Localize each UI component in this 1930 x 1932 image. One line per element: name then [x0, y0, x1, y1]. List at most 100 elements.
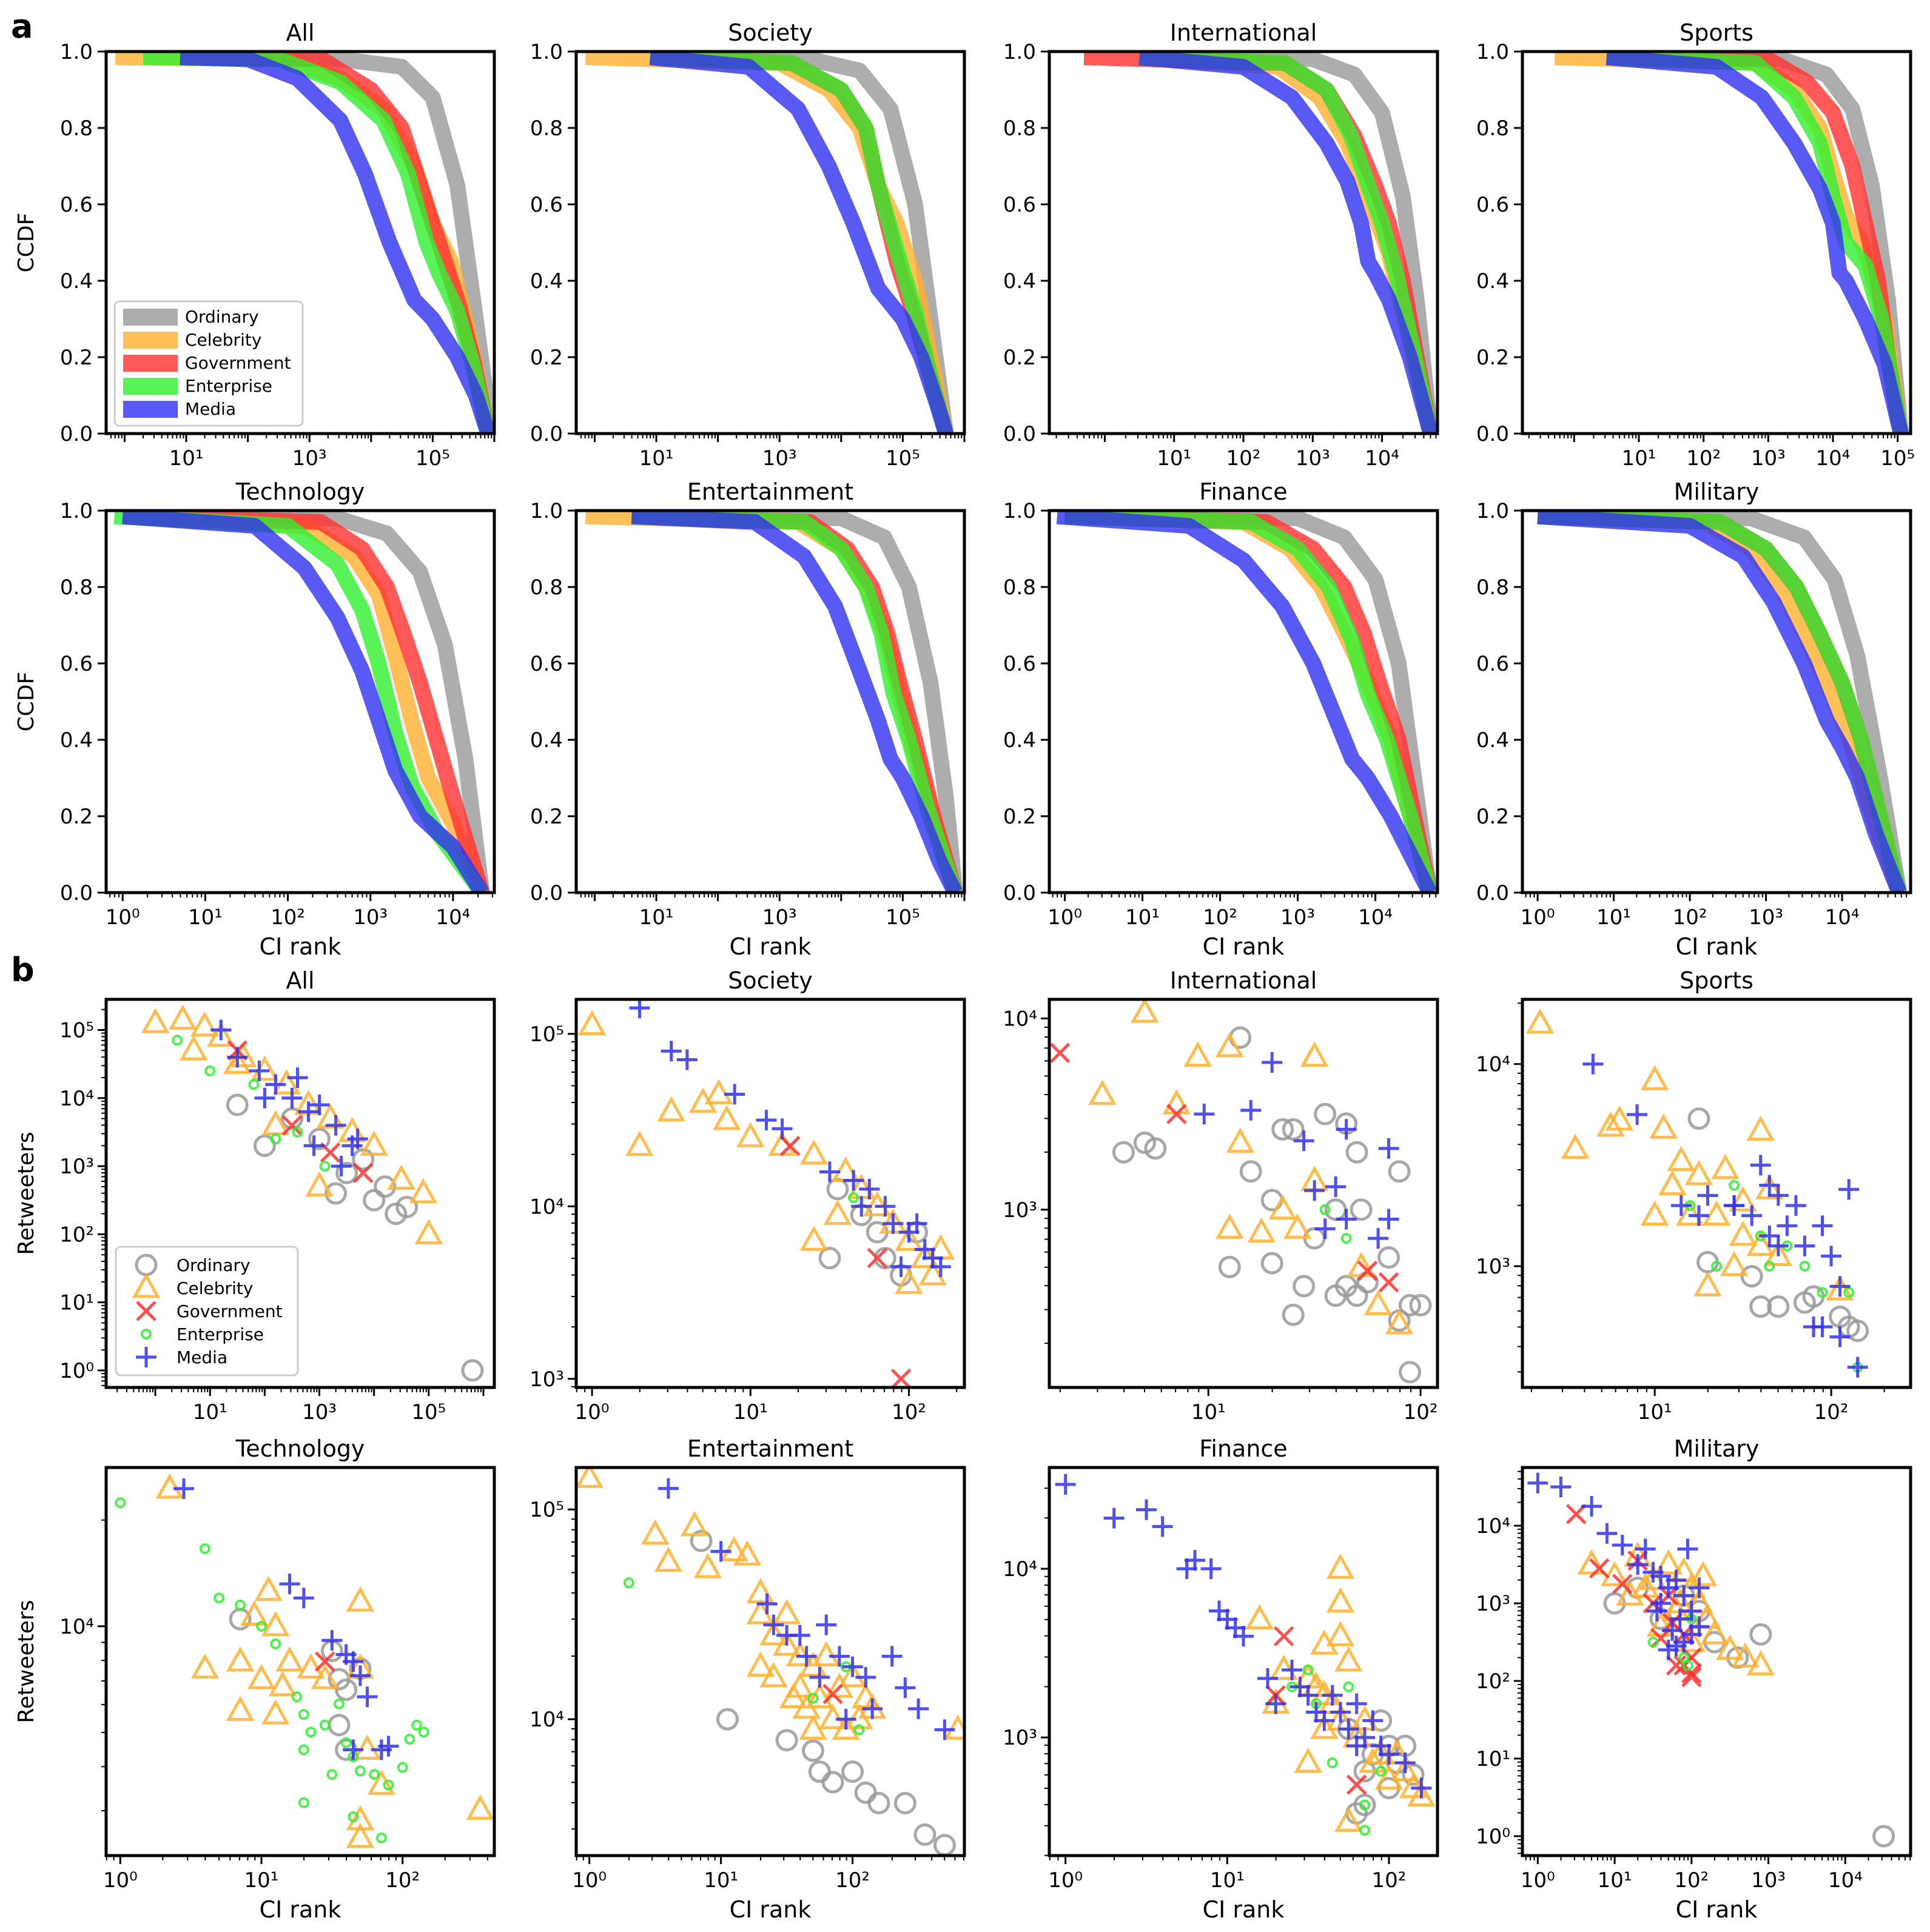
- point-ordinary: [826, 1178, 849, 1201]
- legend-swatch-enterprise: [123, 378, 178, 395]
- point-media: [1767, 1235, 1789, 1256]
- y-tick-label: 0.0: [60, 422, 93, 446]
- series-layer: [115, 52, 494, 434]
- point-media: [279, 1574, 300, 1594]
- point-ordinary: [1350, 1198, 1373, 1221]
- point-ordinary: [352, 1148, 375, 1171]
- point-media: [859, 1178, 880, 1199]
- x-tick-label: 10²: [1372, 1868, 1407, 1893]
- point-media: [1803, 1317, 1824, 1337]
- point-celebrity: [1359, 1747, 1387, 1773]
- ccdf-line-media: [122, 511, 489, 893]
- point-celebrity: [1391, 1756, 1419, 1782]
- y-tick-label: 0.2: [60, 346, 93, 370]
- ccdf-line-media: [1606, 52, 1909, 434]
- y-tick-label: 0.6: [60, 193, 93, 217]
- point-media: [1821, 1246, 1842, 1267]
- y-tick-label: 0.2: [1476, 346, 1509, 370]
- point-enterprise: [1729, 1179, 1740, 1191]
- point-ordinary: [324, 1182, 348, 1205]
- x-tick-label: 10¹: [704, 1868, 738, 1893]
- ccdf-line-media: [1056, 511, 1437, 893]
- point-celebrity: [275, 1646, 304, 1672]
- scatter-subplot-international: International 10³ 10⁴ 10¹ 10²: [1003, 967, 1439, 1424]
- point-enterprise: [319, 1161, 331, 1172]
- legend-label-enterprise: Enterprise: [177, 1324, 264, 1344]
- point-media: [1378, 1209, 1399, 1230]
- point-enterprise: [1682, 1660, 1693, 1671]
- point-media: [1673, 1585, 1695, 1606]
- y-tick-label: 0.2: [1003, 805, 1036, 829]
- point-government: [1650, 1628, 1671, 1649]
- point-media: [1767, 1185, 1789, 1206]
- y-tick-label: 1.0: [530, 499, 563, 523]
- point-celebrity: [1640, 1065, 1669, 1090]
- point-media: [1750, 1155, 1771, 1176]
- point-enterprise: [1302, 1664, 1314, 1675]
- point-enterprise: [1359, 1825, 1370, 1836]
- y-tick-label: 0.4: [1003, 269, 1036, 293]
- point-media: [1741, 1205, 1763, 1226]
- point-celebrity: [1367, 1739, 1395, 1765]
- point-media: [1838, 1179, 1860, 1200]
- point-enterprise: [354, 1765, 366, 1777]
- point-celebrity: [1746, 1650, 1775, 1675]
- legend-label-government: Government: [177, 1301, 283, 1321]
- point-media: [1681, 1624, 1702, 1645]
- x-tick-label: 10¹: [169, 446, 204, 471]
- point-ordinary: [1409, 1293, 1432, 1317]
- point-media: [908, 1698, 929, 1719]
- x-tick-label: 10³: [1751, 446, 1786, 471]
- x-axis-label: CI rank: [730, 933, 812, 960]
- point-celebrity: [1640, 1200, 1669, 1226]
- point-enterprise: [1817, 1287, 1828, 1298]
- x-tick-label: 10¹: [1210, 1868, 1245, 1893]
- point-enterprise: [291, 1691, 303, 1703]
- point-enterprise: [172, 1035, 183, 1046]
- point-media: [1265, 1693, 1286, 1714]
- points-layer: [576, 1467, 964, 1856]
- y-tick-label: 0.6: [1003, 652, 1036, 676]
- point-media: [1627, 1104, 1648, 1125]
- point-celebrity: [1649, 1113, 1678, 1139]
- point-enterprise: [1764, 1261, 1775, 1272]
- point-enterprise: [397, 1762, 408, 1773]
- point-enterprise: [334, 1698, 345, 1709]
- point-celebrity: [736, 1122, 765, 1148]
- point-celebrity: [1326, 1553, 1355, 1579]
- x-tick-label: 10³: [1751, 1868, 1786, 1893]
- point-celebrity: [712, 1104, 741, 1130]
- y-tick-label: 10¹: [1476, 1747, 1510, 1771]
- axes-frame: [1521, 998, 1912, 1389]
- point-celebrity: [577, 1010, 607, 1036]
- point-enterprise: [270, 1133, 281, 1145]
- point-celebrity: [250, 1055, 279, 1081]
- point-media: [1670, 1195, 1692, 1216]
- axis-title: Technology: [235, 1435, 365, 1462]
- point-media: [303, 1135, 324, 1156]
- scatter-subplot-military: Military CI rank 10⁰ 10¹ 10² 10³ 10⁴ 10⁰ 10¹ 10² 1…: [1476, 1435, 1912, 1923]
- point-media: [1829, 1326, 1851, 1347]
- point-media: [1658, 1639, 1679, 1660]
- x-tick-label: 10²: [1814, 1400, 1849, 1424]
- point-media: [1582, 1053, 1604, 1075]
- point-enterprise: [1647, 1637, 1659, 1648]
- point-enterprise: [1359, 1799, 1370, 1811]
- point-ordinary: [1399, 1293, 1422, 1317]
- point-media: [724, 1084, 745, 1105]
- x-tick-label: 10²: [385, 1868, 420, 1893]
- point-media: [287, 1067, 308, 1088]
- y-tick-label: 0.4: [60, 269, 93, 293]
- y-tick-label: 1.0: [530, 40, 563, 64]
- point-celebrity: [1667, 1145, 1696, 1172]
- ccdf-line-ordinary: [1139, 52, 1437, 434]
- point-ordinary: [363, 1189, 386, 1212]
- axes-frame: [1047, 50, 1439, 435]
- point-enterprise: [115, 1497, 126, 1509]
- point-media: [1627, 1554, 1649, 1575]
- y-tick-label: 10⁴: [1003, 1007, 1037, 1031]
- x-tick-label: 10¹: [1598, 1868, 1632, 1893]
- point-ordinary: [818, 1247, 841, 1270]
- axes-frame: [574, 50, 966, 435]
- point-media: [842, 1656, 863, 1677]
